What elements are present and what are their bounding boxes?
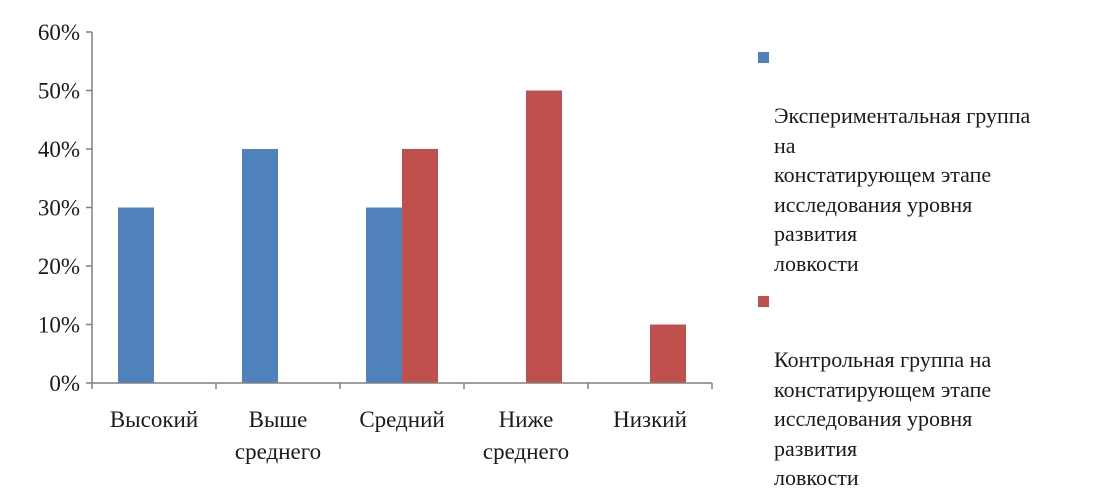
bar-series-1 [366,207,402,383]
y-axis-ticks: 0% 10% 20% 30% 40% 50% 60% [38,20,92,396]
legend-label-experimental: Экспериментальная группа на констатирующ… [774,103,1031,276]
x-category-label: Высокий [110,407,198,432]
y-tick-label: 20% [38,254,80,279]
x-category-label: Низкий [613,407,687,432]
bar-series-2 [526,90,562,383]
legend-entry-experimental: Экспериментальная группа на констатирующ… [752,42,1118,278]
bar-series-2 [650,324,686,383]
x-category-label: Средний [359,407,444,432]
x-category-label: Ниже среднего [483,407,569,464]
x-axis-ticks: Высокий Выше среднего Средний Ниже среднего Ни… [91,383,713,464]
y-tick-label: 30% [38,196,80,221]
y-tick-label: 0% [49,371,80,396]
bar-series-1 [242,149,278,383]
bar-series-1 [118,207,154,383]
bars [118,90,686,383]
y-tick-label: 50% [38,79,80,104]
y-tick-label: 10% [38,313,80,338]
y-tick-label: 60% [38,20,80,45]
legend-entry-control: Контрольная группа на констатирующем эта… [752,286,1118,493]
legend-swatch-control [758,296,769,307]
bar-chart: 0% 10% 20% 30% 40% 50% 60% Высокий Выше среднего… [38,20,713,464]
legend-swatch-experimental [758,52,769,63]
legend: Экспериментальная группа на констатирующ… [752,42,1118,501]
y-tick-label: 40% [38,137,80,162]
bar-series-2 [402,149,438,383]
x-category-label: Выше среднего [235,407,321,464]
legend-label-control: Контрольная группа на констатирующем эта… [774,347,992,490]
